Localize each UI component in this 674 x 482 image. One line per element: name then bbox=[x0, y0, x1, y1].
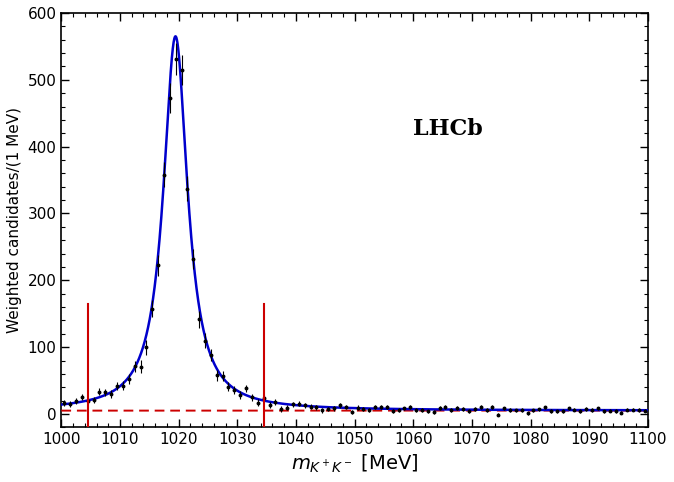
X-axis label: $m_{K^+K^-}$ [MeV]: $m_{K^+K^-}$ [MeV] bbox=[291, 453, 419, 475]
Y-axis label: Weighted candidates/(1 MeV): Weighted candidates/(1 MeV) bbox=[7, 107, 22, 333]
Text: LHCb: LHCb bbox=[413, 118, 483, 140]
